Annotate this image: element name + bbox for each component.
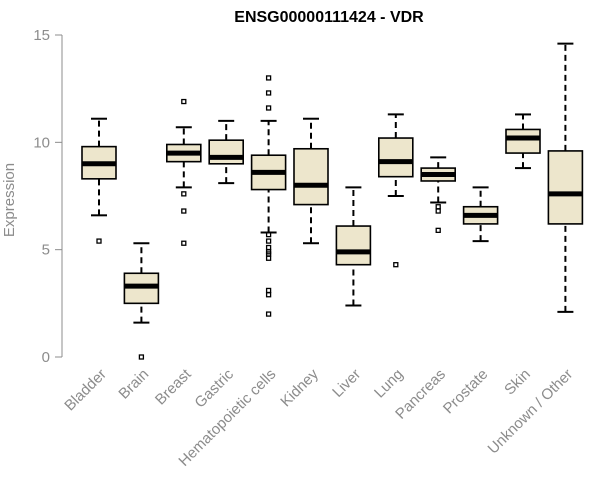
outlier-point: [265, 231, 272, 238]
iqr-box: [547, 150, 584, 225]
x-tick-label: Bladder: [61, 366, 110, 415]
outlier-point: [265, 255, 272, 261]
box-unknown-other: [547, 42, 584, 313]
box-lung: [377, 113, 414, 268]
box-breast: [166, 98, 202, 246]
box-skin: [505, 113, 541, 170]
outlier-point: [265, 311, 272, 317]
outlier-point: [435, 208, 441, 214]
y-tick-label: 15: [33, 27, 50, 44]
box-bladder: [81, 117, 117, 244]
x-tick-label: Brain: [115, 366, 152, 403]
outlier-point: [265, 244, 272, 251]
iqr-box: [505, 128, 541, 154]
iqr-box: [208, 139, 244, 165]
x-tick-label: Kidney: [277, 365, 322, 410]
x-tick-label: Skin: [501, 366, 534, 399]
iqr-box: [335, 225, 372, 266]
outlier-point: [435, 227, 441, 233]
outlier-point: [265, 90, 272, 96]
outlier-point: [181, 208, 187, 214]
x-tick-label: Breast: [152, 365, 195, 408]
x-tick-label: Liver: [329, 366, 364, 401]
x-tick-label: Prostate: [440, 366, 492, 418]
iqr-box: [293, 147, 329, 206]
box-prostate: [462, 186, 499, 243]
y-tick-label: 5: [42, 242, 50, 259]
outlier-point: [181, 240, 187, 246]
y-tick-label: 10: [33, 134, 50, 151]
box-pancreas: [420, 156, 457, 233]
box-liver: [335, 186, 372, 307]
box-brain: [123, 242, 160, 360]
outlier-point: [265, 292, 272, 298]
y-axis-label: Expression: [1, 163, 18, 237]
outlier-point: [393, 262, 399, 268]
x-tick-label: Lung: [371, 366, 407, 402]
outlier-point: [265, 75, 272, 81]
y-tick-label: 0: [42, 349, 50, 366]
box-gastric: [208, 119, 244, 185]
boxes-group: [81, 42, 584, 360]
outlier-point: [435, 204, 441, 210]
outlier-point: [265, 287, 272, 294]
chart-title: ENSG00000111424 - VDR: [234, 9, 424, 26]
y-axis-ticks: 0 5 10 15: [33, 27, 62, 366]
outlier-point: [181, 191, 187, 197]
box-kidney: [293, 117, 329, 245]
outlier-point: [96, 238, 102, 244]
outlier-point: [265, 238, 272, 244]
outlier-point: [138, 354, 145, 360]
outlier-point: [265, 105, 272, 111]
box-hematopoietic-cells: [250, 75, 287, 317]
iqr-box: [377, 137, 414, 178]
outlier-point: [181, 98, 187, 105]
